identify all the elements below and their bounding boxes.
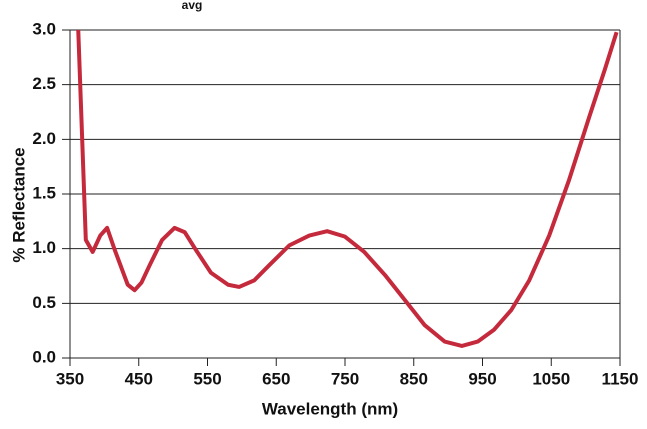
- x-tick-label: 650: [262, 369, 290, 388]
- y-tick-label: 2.5: [32, 74, 56, 93]
- y-tick-label: 3.0: [32, 19, 56, 38]
- y-axis-label: % Reflectance: [9, 147, 28, 262]
- y-tick-label: 2.0: [32, 129, 56, 148]
- x-tick-label: 350: [56, 369, 84, 388]
- x-tick-label: 1050: [532, 369, 570, 388]
- chart-title: avg: [182, 0, 203, 12]
- x-tick-label: 750: [331, 369, 359, 388]
- y-tick-label: 0.5: [32, 293, 56, 312]
- x-tick-label: 850: [400, 369, 428, 388]
- x-tick-label: 950: [468, 369, 496, 388]
- data-line: [76, 29, 619, 348]
- x-tick-label: 550: [193, 369, 221, 388]
- y-tick-label: 1.0: [32, 238, 56, 257]
- x-tick-label: 1150: [602, 369, 639, 388]
- y-tick-label: 1.5: [32, 183, 56, 202]
- y-tick-label: 0.0: [32, 347, 56, 366]
- x-tick-label: 450: [125, 369, 153, 388]
- x-axis-label: Wavelength (nm): [262, 399, 398, 418]
